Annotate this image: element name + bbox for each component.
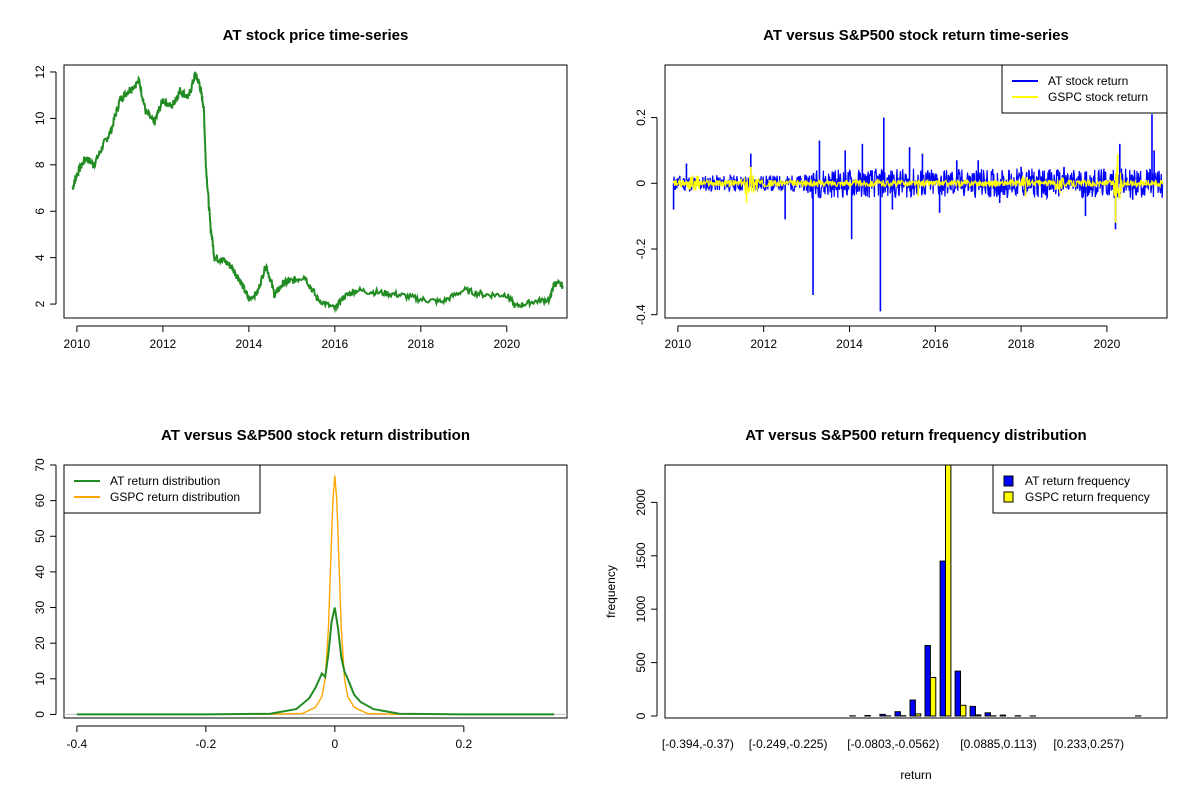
chart-title: AT versus S&P500 stock return distributi… [161,427,470,444]
y-tick-label: 1000 [634,596,648,623]
density-chart-panel: AT versus S&P500 stock return distributi… [33,427,568,751]
x-tick-label: [-0.249,-0.225) [749,737,828,751]
y-tick-label: 40 [33,565,47,579]
at-frequency-bar [909,699,916,717]
gspc-frequency-bar [914,713,922,717]
legend-label: GSPC return distribution [110,490,240,504]
y-tick-label: -0.4 [634,304,648,325]
y-tick-label: 2 [33,300,47,307]
x-tick-label: 2010 [64,337,91,351]
at-frequency-bar [969,705,976,717]
x-tick-label: 0 [332,737,339,751]
x-tick-label: 2012 [150,337,177,351]
legend-label: GSPC return frequency [1025,490,1150,504]
gspc-density-line [257,475,400,716]
y-tick-label: 2000 [634,489,648,516]
at-frequency-bar [879,713,886,717]
x-tick-label: [-0.0803,-0.0562) [847,737,939,751]
x-tick-label: 2016 [922,337,949,351]
at-frequency-bar [894,711,901,717]
gspc-frequency-bar [975,714,982,717]
at-density-line [76,607,555,716]
y-tick-label: 30 [33,601,47,615]
y-tick-label: 4 [33,254,47,261]
x-tick-label: -0.2 [196,737,217,751]
x-tick-label: [0.233,0.257) [1053,737,1124,751]
y-tick-label: 20 [33,636,47,650]
price-chart-panel: AT stock price time-series 2010 2012 2014 20… [33,27,568,351]
plot-box [664,464,1168,719]
x-tick-label: -0.4 [67,737,88,751]
at-frequency-bar [999,714,1007,717]
chart-title: AT versus S&P500 return frequency distri… [745,427,1086,444]
plot-box [63,464,568,719]
legend-swatch [1003,475,1014,487]
y-tick-label: 0.2 [634,109,648,126]
x-tick-label: 2020 [1094,337,1121,351]
legend-swatch [1003,491,1014,503]
y-tick-label: 0 [634,180,648,187]
y-axis-title: frequency [604,565,618,618]
x-axis-title: return [900,768,931,782]
x-tick-label: 2016 [321,337,348,351]
y-tick-label: 0 [33,711,47,718]
legend-label: AT return distribution [110,474,220,488]
plot-box [63,64,568,319]
y-tick-label: 12 [33,65,47,79]
x-tick-label: 2018 [407,337,434,351]
y-tick-label: 60 [33,494,47,508]
legend-label: AT return frequency [1025,474,1130,488]
gspc-frequency-bar [945,464,952,717]
at-frequency-bar [954,670,961,717]
x-tick-label: 2014 [236,337,263,351]
x-tick-label: [-0.394,-0.37) [662,737,734,751]
y-tick-label: -0.2 [634,238,648,259]
legend-box [1001,64,1168,114]
x-tick-label: 2020 [493,337,520,351]
gspc-return-noise [673,165,1164,200]
y-tick-label: 0 [634,712,648,719]
y-tick-label: 500 [634,652,648,672]
at-frequency-bar [984,712,991,717]
chart-title: AT versus S&P500 stock return time-serie… [763,27,1069,44]
legend-label: GSPC stock return [1048,90,1148,104]
legend-box [63,464,261,514]
plot-box [664,64,1168,319]
at-frequency-bar [939,560,946,717]
y-tick-label: 6 [33,208,47,215]
chart-title: AT stock price time-series [223,27,409,44]
x-tick-label: 0.2 [455,737,472,751]
x-tick-label: 2010 [665,337,692,351]
at-frequency-bar [864,715,871,717]
y-tick-label: 10 [33,672,47,686]
legend-box [992,464,1168,514]
legend-label: AT stock return [1048,74,1128,88]
gspc-frequency-bar [929,677,937,717]
y-tick-label: 10 [33,111,47,125]
y-tick-label: 1500 [634,542,648,569]
y-tick-label: 50 [33,529,47,543]
at-frequency-bar [924,645,931,717]
price-series-line [71,71,564,314]
x-tick-label: 2018 [1008,337,1035,351]
x-tick-label: 2012 [750,337,777,351]
x-tick-label: 2014 [836,337,863,351]
x-tick-label: [0.0885,0.113) [960,737,1037,751]
returns-chart-panel: AT versus S&P500 stock return time-serie… [634,27,1168,351]
y-tick-label: 70 [33,458,47,472]
y-tick-label: 8 [33,161,47,168]
frequency-chart-panel: AT versus S&P500 return frequency distri… [604,427,1168,782]
gspc-frequency-bar [960,704,967,717]
